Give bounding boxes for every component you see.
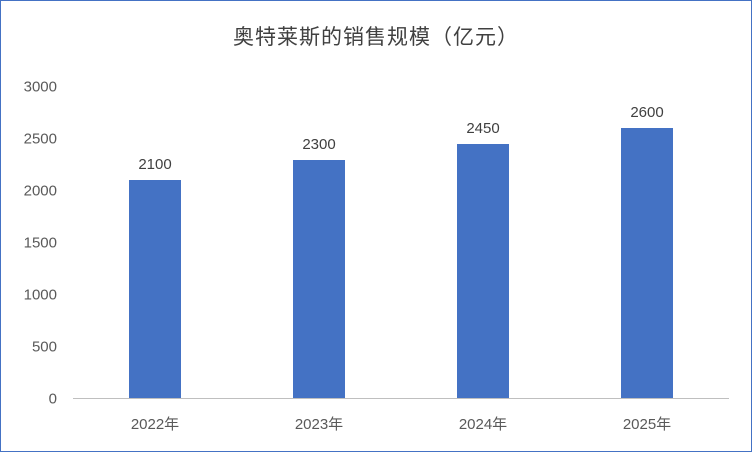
bar-column: 2300 [237, 87, 401, 398]
chart-title: 奥特莱斯的销售规模（亿元） [233, 26, 519, 49]
y-tick-label: 2000 [23, 182, 57, 200]
bar-value-label: 2100 [138, 156, 172, 174]
x-axis-label: 2025年 [622, 416, 672, 433]
y-axis: 0 500 1000 1500 2000 2500 3000 [1, 79, 63, 408]
y-tick-label: 500 [31, 338, 57, 356]
y-tick-label: 3000 [23, 78, 57, 96]
x-axis-label: 2022年 [130, 416, 180, 433]
bar-value-label: 2600 [630, 104, 664, 122]
bar-column: 2100 [73, 87, 237, 398]
y-tick-label: 1500 [23, 234, 57, 252]
bar-column: 2450 [401, 87, 565, 398]
plot-area: 2100 2300 2450 2600 [73, 87, 729, 399]
bar-value-label: 2450 [466, 120, 500, 138]
bar [293, 159, 345, 398]
bar-value-label: 2300 [302, 135, 336, 153]
x-axis: 2022年 2023年 2024年 2025年 [73, 413, 729, 437]
y-tick-label: 0 [48, 390, 57, 408]
bar [621, 128, 673, 398]
x-axis-label: 2024年 [458, 416, 508, 433]
x-axis-label: 2023年 [294, 416, 344, 433]
y-tick-label: 2500 [23, 130, 57, 148]
bar [129, 180, 181, 398]
bar-column: 2600 [565, 87, 729, 398]
bar [457, 144, 509, 398]
y-tick-label: 1000 [23, 286, 57, 304]
